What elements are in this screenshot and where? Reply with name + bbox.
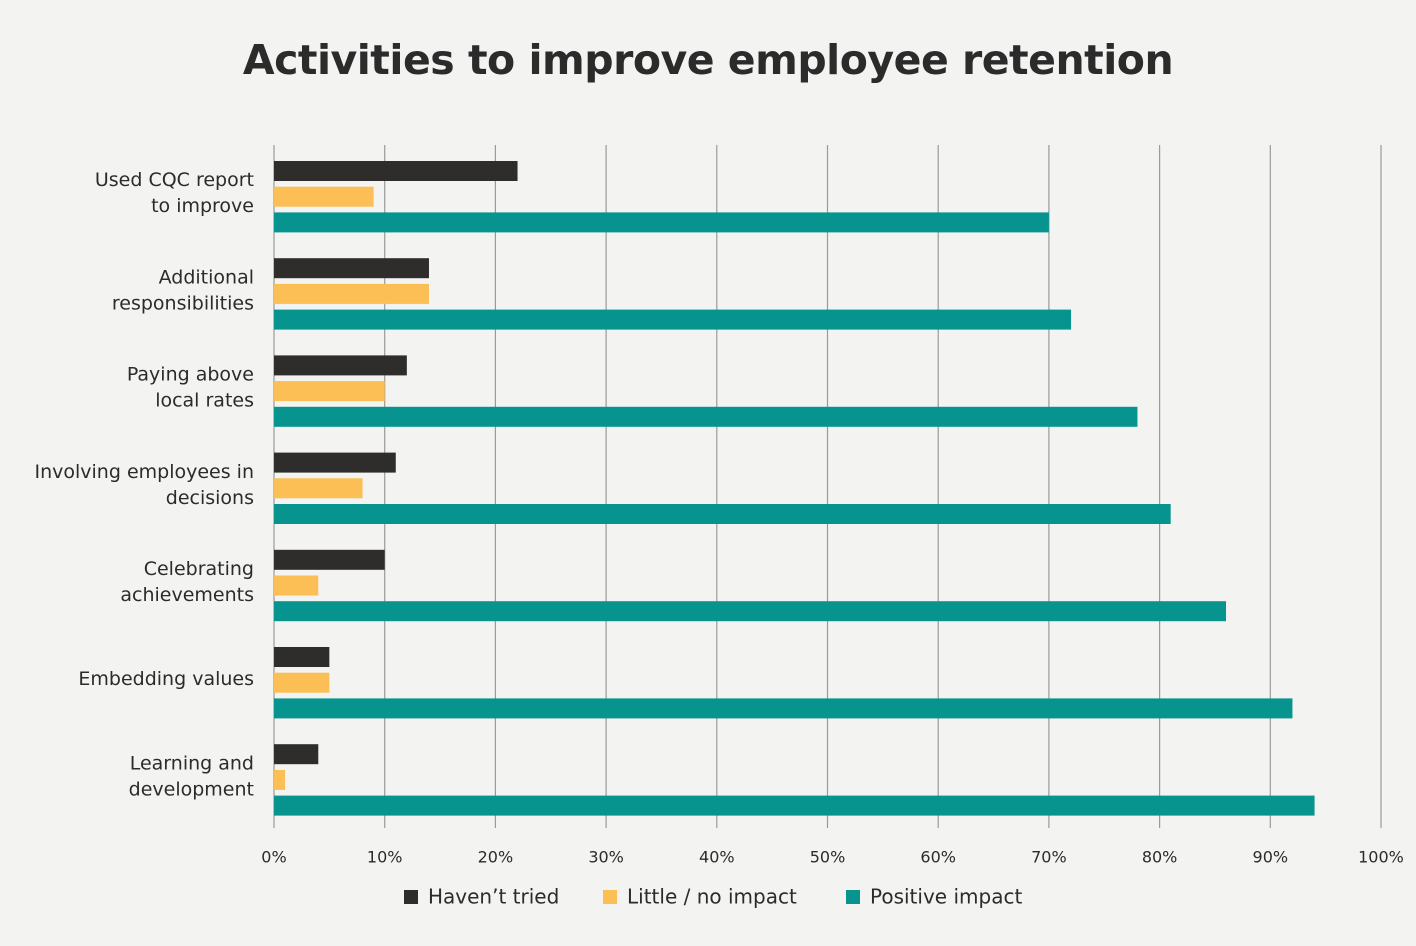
bar-1-series-3 <box>274 212 1049 233</box>
x-tick-label-70: 70% <box>1031 848 1067 867</box>
bar-6-series-2 <box>274 672 330 693</box>
category-label-5-line-2: achievements <box>120 584 254 606</box>
category-label-4-line-2: decisions <box>166 487 254 509</box>
bar-7-series-1 <box>274 744 319 765</box>
gridlines <box>273 145 1382 828</box>
category-label-4-line-1: Involving employees in <box>34 461 254 483</box>
category-label-2-line-2: responsibilities <box>112 292 254 314</box>
legend: Haven’t tried Little / no impact Positive … <box>404 885 1022 909</box>
category-label-1-line-1: Used CQC report <box>95 169 254 191</box>
bar-1-series-2 <box>274 186 374 207</box>
x-tick-label-100: 100% <box>1358 848 1404 867</box>
x-tick-label-80: 80% <box>1142 848 1178 867</box>
x-tick-label-0: 0% <box>261 848 286 867</box>
bar-4-series-1 <box>274 452 396 473</box>
x-tick-label-10: 10% <box>367 848 403 867</box>
bar-2-series-1 <box>274 258 429 279</box>
bar-3-series-2 <box>274 381 385 402</box>
bar-2-series-3 <box>274 309 1072 330</box>
bar-1-series-1 <box>274 161 518 181</box>
x-tick-label-30: 30% <box>588 848 624 867</box>
bar-6-series-3 <box>274 698 1293 719</box>
legend-label-3: Positive impact <box>870 885 1022 909</box>
legend-label-1: Haven’t tried <box>428 885 559 909</box>
x-tick-label-60: 60% <box>920 848 956 867</box>
bar-5-series-1 <box>274 549 385 570</box>
bar-4-series-2 <box>274 478 363 499</box>
x-tick-label-40: 40% <box>699 848 735 867</box>
category-labels: Used CQC report to improve Additional respo… <box>34 169 254 800</box>
chart-title: Activities to improve employee retention <box>242 36 1174 84</box>
category-label-7-line-2: development <box>129 778 254 800</box>
x-tick-label-50: 50% <box>810 848 846 867</box>
category-label-1-line-2: to improve <box>151 195 254 217</box>
category-label-3-line-2: local rates <box>155 390 254 412</box>
category-label-2-line-1: Additional <box>159 266 254 288</box>
bar-5-series-2 <box>274 575 319 596</box>
bar-4-series-3 <box>274 504 1171 524</box>
legend-swatch-2 <box>603 890 617 904</box>
bar-5-series-3 <box>274 601 1227 622</box>
x-tick-label-20: 20% <box>478 848 514 867</box>
bar-3-series-1 <box>274 355 407 376</box>
bars <box>274 161 1315 816</box>
category-label-6-line-1: Embedding values <box>78 668 254 690</box>
category-label-3-line-1: Paying above <box>127 364 254 386</box>
category-label-5-line-1: Celebrating <box>144 558 254 580</box>
x-axis-tick-labels: 0% 10% 20% 30% 40% 50% 60% 70% 80% 90% 100% <box>261 848 1404 867</box>
bar-7-series-2 <box>274 769 286 790</box>
bar-6-series-1 <box>274 647 330 667</box>
bar-3-series-3 <box>274 406 1138 427</box>
bar-7-series-3 <box>274 795 1315 816</box>
x-tick-label-90: 90% <box>1253 848 1289 867</box>
legend-swatch-1 <box>404 890 418 904</box>
bar-2-series-2 <box>274 283 429 304</box>
category-label-7-line-1: Learning and <box>130 752 254 774</box>
legend-label-2: Little / no impact <box>627 885 797 909</box>
legend-swatch-3 <box>846 890 860 904</box>
